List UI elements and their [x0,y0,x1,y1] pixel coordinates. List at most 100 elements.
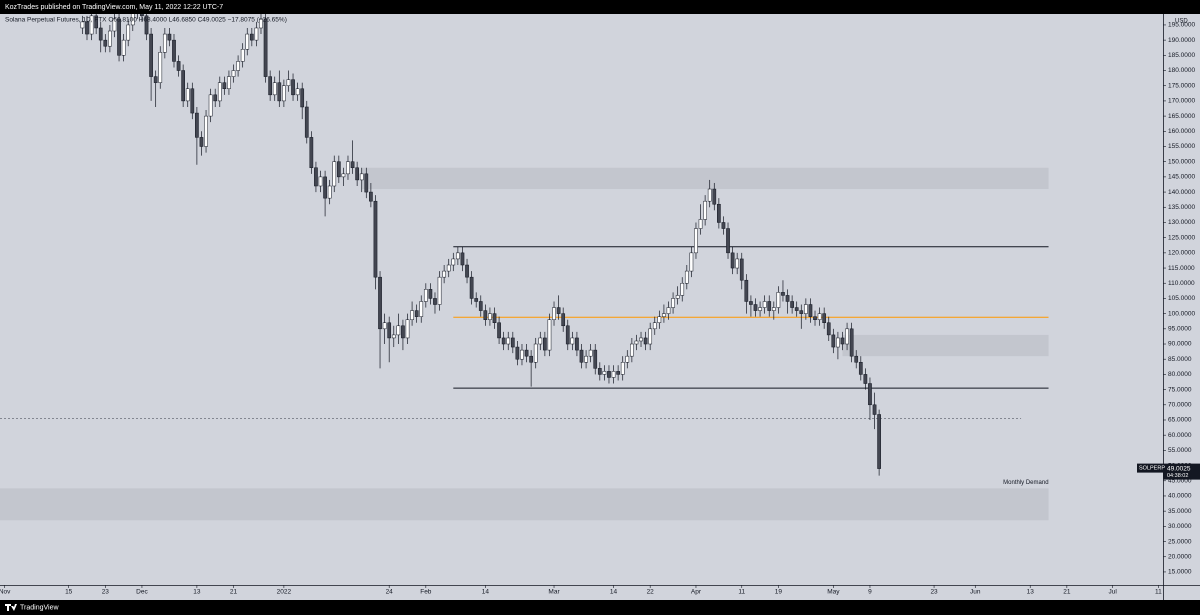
candle-body [510,337,515,348]
y-tick-label: 95.0000 [1168,326,1192,333]
candle-body [391,334,396,339]
candle-body [121,39,126,56]
candle-body [222,82,227,90]
y-tick-label: 185.0000 [1168,52,1195,59]
candle-body [162,33,167,53]
x-tick-label: Jul [1108,589,1117,596]
candle-body [584,355,588,363]
candle-body [433,298,437,305]
y-tick-label: 135.0000 [1168,204,1195,211]
candle-body [543,337,547,351]
candle-body [98,27,103,41]
candle-body [414,310,419,317]
candle-body [744,279,749,302]
zone [361,167,1049,190]
candle-body [446,264,451,272]
candle-body [758,307,762,311]
candle-body [849,328,854,357]
last-price: 49.0025 [1167,465,1191,472]
x-tick-label: 14 [610,589,618,596]
symbol: SOLPERP [1139,466,1165,472]
candle-body [785,295,790,302]
candle-body [341,173,346,178]
x-tick-label: 23 [102,589,110,596]
candle-body [547,319,552,351]
candle-body [144,15,149,35]
candle-body [474,298,479,302]
candle-body [593,349,598,369]
candle-body [657,316,662,323]
y-tick-label: 90.0000 [1168,341,1192,348]
candle-body [483,310,488,320]
candle-body [85,21,89,35]
y-tick-label: 75.0000 [1168,386,1192,393]
candle-body [868,383,872,406]
candle-body [726,228,730,254]
candle-body [739,258,744,281]
candle-body [190,88,195,114]
candle-body [176,61,181,71]
candle-body [382,322,387,330]
candle-body [520,349,524,360]
annotation: Monthly Demand [1003,480,1048,486]
x-tick-label: 14 [482,589,490,596]
candle-body [181,70,186,102]
y-tick-label: 80.0000 [1168,371,1192,378]
candle-body [249,33,254,41]
y-tick-label: 160.0000 [1168,128,1195,135]
candle-body [616,371,620,375]
candle-body [552,307,556,320]
candle-body [822,313,827,323]
y-tick-label: 140.0000 [1168,189,1195,196]
candle-body [332,161,337,187]
candle-body [813,316,817,320]
candle-body [167,33,172,41]
candle-body [195,112,199,138]
candle-body [588,349,593,357]
header-title: KozTrades published on TradingView.com, … [5,4,223,11]
candle-body [451,258,456,266]
y-tick-label: 115.0000 [1168,265,1195,272]
candle-body [387,322,392,339]
candle-body [245,33,250,50]
y-tick-label: 35.0000 [1168,508,1192,515]
x-tick-label: 13 [1027,589,1035,596]
candle-body [602,371,607,375]
footer-brand: TradingView [20,604,59,611]
candle-body [666,307,671,314]
candle-body [227,76,231,90]
candle-body [488,313,492,320]
candle-body [721,222,726,229]
candle-body [712,188,717,205]
candle-body [808,304,813,317]
candle-body [405,319,410,339]
y-tick-label: 100.0000 [1168,310,1195,317]
candle-body [282,85,286,102]
candle-body [607,371,611,378]
candle-body [355,167,359,181]
legend: Solana Perpetual Futures, 1D, FTX O66.81… [5,17,287,24]
candle-body [336,161,341,178]
candle-body [350,161,355,169]
y-tick-label: 70.0000 [1168,402,1192,409]
candle-body [185,88,190,102]
candle-body [794,307,799,311]
x-tick-label: May [827,589,840,596]
candle-body [863,374,868,384]
candle-body [858,362,863,375]
candle-body [419,301,424,317]
y-tick-label: 180.0000 [1168,67,1195,74]
candle-body [213,94,218,102]
x-tick-label: 23 [930,589,938,596]
candle-body [501,337,506,345]
candle-body [231,70,236,77]
candle-body [639,337,643,342]
candle-body [579,349,584,363]
y-tick-label: 105.0000 [1168,295,1195,302]
candle-body [153,76,158,83]
x-tick-label: Apr [691,589,702,596]
x-tick-label: 9 [868,589,872,596]
symbol-tag [1137,463,1163,473]
x-tick-label: Jun [970,589,981,596]
candle-body [620,362,625,375]
